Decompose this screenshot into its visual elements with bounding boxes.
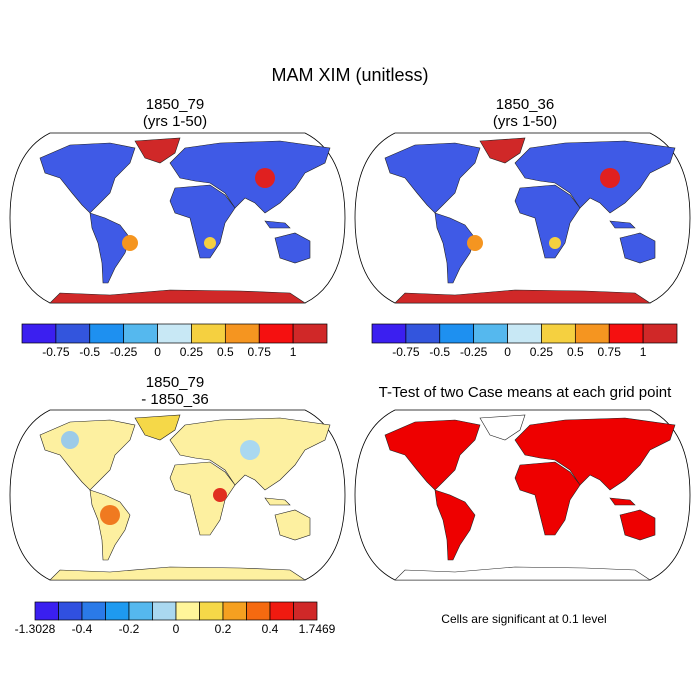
colorbar-box bbox=[224, 323, 260, 344]
map bbox=[354, 409, 691, 581]
colorbar-box bbox=[105, 601, 130, 621]
figure-title: MAM XIM (unitless) bbox=[271, 65, 428, 85]
colorbar-label: -1.3028 bbox=[15, 622, 56, 636]
panel-subtitle: (yrs 1-50) bbox=[143, 113, 207, 130]
colorbar-box bbox=[175, 601, 200, 621]
colorbar-label: -0.2 bbox=[119, 622, 140, 636]
colorbar-box bbox=[541, 323, 576, 344]
map bbox=[9, 409, 346, 581]
colorbar-label: 0.75 bbox=[248, 345, 272, 359]
colorbar-box bbox=[269, 601, 294, 621]
colorbar-box bbox=[642, 323, 678, 344]
map bbox=[9, 132, 346, 304]
colorbar-label: -0.75 bbox=[392, 345, 420, 359]
colorbar-box bbox=[191, 323, 226, 344]
colorbar-box bbox=[128, 601, 153, 621]
colorbar-box bbox=[157, 323, 192, 344]
colorbar-box bbox=[246, 601, 271, 621]
map bbox=[354, 132, 691, 304]
panel-subtitle: - 1850_36 bbox=[141, 391, 209, 408]
colorbar-box bbox=[81, 601, 106, 621]
colorbar-box bbox=[89, 323, 125, 344]
colorbar-label: -0.4 bbox=[72, 622, 93, 636]
colorbar-box bbox=[439, 323, 475, 344]
colorbar-label: -0.5 bbox=[79, 345, 100, 359]
colorbar-box bbox=[58, 601, 83, 621]
colorbar-box bbox=[574, 323, 610, 344]
colorbar-label: -0.25 bbox=[110, 345, 138, 359]
panel-title: 1850_79 bbox=[146, 96, 204, 113]
colorbar-box bbox=[222, 601, 247, 621]
panel-title: 1850_79 bbox=[146, 374, 204, 391]
colorbar-label: 0 bbox=[504, 345, 511, 359]
colorbar-box bbox=[507, 323, 542, 344]
colorbar-label: -0.5 bbox=[429, 345, 450, 359]
panel-title: T-Test of two Case means at each grid po… bbox=[379, 384, 672, 401]
colorbar-label: -0.75 bbox=[42, 345, 70, 359]
colorbar-label: 0.25 bbox=[180, 345, 204, 359]
colorbar-box bbox=[473, 323, 508, 344]
colorbar-box bbox=[293, 601, 318, 621]
colorbar-label: 1.7469 bbox=[299, 622, 336, 636]
colorbar-box bbox=[371, 323, 407, 344]
colorbar-box bbox=[405, 323, 441, 344]
colorbar-box bbox=[55, 323, 91, 344]
colorbar-label: 1 bbox=[640, 345, 647, 359]
colorbar-box bbox=[123, 323, 158, 344]
colorbar-box bbox=[199, 601, 224, 621]
colorbar-label: 0.75 bbox=[598, 345, 622, 359]
colorbar-label: 0 bbox=[154, 345, 161, 359]
colorbar-box bbox=[258, 323, 294, 344]
colorbar-box bbox=[21, 323, 57, 344]
colorbar-box bbox=[34, 601, 59, 621]
colorbar-label: 1 bbox=[290, 345, 297, 359]
colorbar-label: 0.5 bbox=[217, 345, 234, 359]
colorbar-label: 0 bbox=[173, 622, 180, 636]
colorbar-box bbox=[152, 601, 177, 621]
colorbar-box bbox=[292, 323, 328, 344]
colorbar-label: 0.2 bbox=[215, 622, 232, 636]
colorbar-label: 0.25 bbox=[530, 345, 554, 359]
colorbar-box bbox=[608, 323, 644, 344]
colorbar-label: -0.25 bbox=[460, 345, 488, 359]
colorbar-label: 0.5 bbox=[567, 345, 584, 359]
colorbar-label: 0.4 bbox=[262, 622, 279, 636]
panel-title: 1850_36 bbox=[496, 96, 554, 113]
panel-subtitle: (yrs 1-50) bbox=[493, 113, 557, 130]
note: Cells are significant at 0.1 level bbox=[441, 612, 606, 626]
